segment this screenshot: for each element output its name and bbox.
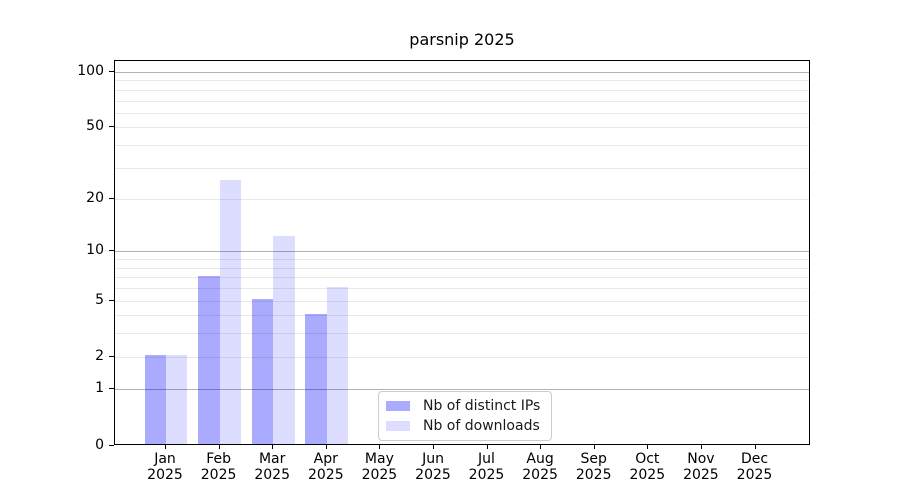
x-tick-label-dec: Dec 2025 bbox=[736, 451, 773, 483]
x-tick-mark-sep bbox=[593, 445, 595, 449]
gridline-minor-80 bbox=[115, 89, 809, 91]
gridline-minor-6 bbox=[115, 288, 809, 289]
gridline-minor-5 bbox=[115, 300, 809, 302]
x-tick-mark-mar bbox=[272, 445, 274, 449]
y-tick-label-100: 100 bbox=[77, 62, 104, 79]
gridline-minor-50 bbox=[115, 127, 809, 129]
x-tick-label-aug: Aug 2025 bbox=[522, 451, 558, 483]
gridline-minor-20 bbox=[115, 199, 809, 201]
bar-feb-downloads bbox=[219, 180, 241, 444]
x-tick-mark-oct bbox=[647, 445, 649, 449]
gridline-major-10 bbox=[115, 251, 809, 253]
gridline-minor-9 bbox=[115, 259, 809, 261]
gridline-minor-8 bbox=[115, 267, 809, 269]
legend: Nb of distinct IPs Nb of downloads bbox=[378, 391, 553, 441]
legend-item-downloads: Nb of downloads bbox=[386, 417, 540, 434]
x-tick-label-feb: Feb 2025 bbox=[200, 451, 237, 483]
x-tick-label-apr: Apr 2025 bbox=[307, 451, 344, 483]
gridline-major-1 bbox=[115, 389, 809, 391]
y-tick-label-20: 20 bbox=[86, 190, 104, 207]
x-tick-label-jun: Jun 2025 bbox=[415, 451, 451, 483]
y-tick-label-2: 2 bbox=[95, 347, 104, 364]
x-tick-mark-jan bbox=[165, 445, 166, 449]
y-tick-label-50: 50 bbox=[86, 118, 104, 135]
y-tick-label-0: 0 bbox=[95, 436, 104, 453]
y-tick-mark-10 bbox=[109, 250, 114, 252]
y-tick-mark-100 bbox=[109, 70, 114, 72]
x-tick-label-mar: Mar 2025 bbox=[254, 451, 290, 483]
x-tick-mark-jun bbox=[433, 445, 434, 449]
gridline-minor-3 bbox=[115, 333, 809, 335]
gridline-minor-90 bbox=[115, 80, 809, 82]
x-tick-mark-nov bbox=[700, 445, 702, 449]
y-tick-mark-50 bbox=[109, 126, 114, 128]
plot-area bbox=[114, 60, 810, 445]
x-tick-label-nov: Nov 2025 bbox=[683, 451, 719, 483]
x-tick-mark-dec bbox=[754, 445, 756, 449]
x-tick-label-jul: Jul 2025 bbox=[468, 451, 505, 483]
gridline-minor-70 bbox=[115, 100, 809, 102]
legend-label-distinct-ips: Nb of distinct IPs bbox=[423, 397, 541, 414]
y-tick-label-5: 5 bbox=[95, 291, 104, 308]
y-tick-mark-20 bbox=[109, 198, 114, 200]
bar-jan-downloads bbox=[166, 355, 188, 444]
x-tick-mark-feb bbox=[218, 445, 220, 449]
gridline-minor-2 bbox=[115, 356, 809, 358]
y-tick-mark-1 bbox=[109, 388, 114, 390]
x-tick-mark-jul bbox=[486, 445, 488, 449]
gridline-minor-40 bbox=[115, 144, 809, 146]
y-tick-label-10: 10 bbox=[86, 242, 104, 259]
legend-item-distinct-ips: Nb of distinct IPs bbox=[386, 397, 540, 414]
legend-swatch-distinct-ips-icon bbox=[386, 400, 410, 411]
y-tick-mark-2 bbox=[109, 355, 114, 357]
gridline-minor-30 bbox=[115, 167, 809, 169]
legend-swatch-downloads-icon bbox=[386, 420, 410, 431]
x-tick-label-may: May 2025 bbox=[361, 451, 398, 483]
y-tick-label-1: 1 bbox=[95, 380, 104, 397]
bar-mar-downloads bbox=[273, 236, 295, 444]
y-tick-mark-5 bbox=[109, 299, 114, 301]
x-tick-label-oct: Oct 2025 bbox=[629, 451, 666, 483]
bar-mar-distinct-ips bbox=[251, 299, 274, 444]
gridline-minor-4 bbox=[115, 315, 809, 317]
y-tick-mark-0 bbox=[109, 444, 114, 446]
legend-label-downloads: Nb of downloads bbox=[423, 417, 540, 434]
gridline-major-100 bbox=[115, 71, 809, 73]
x-tick-label-jan: Jan 2025 bbox=[147, 451, 183, 483]
chart-title: parsnip 2025 bbox=[409, 30, 515, 49]
gridline-minor-60 bbox=[115, 112, 809, 114]
gridline-minor-7 bbox=[115, 277, 809, 279]
bar-apr-downloads bbox=[326, 286, 349, 444]
x-tick-label-sep: Sep 2025 bbox=[575, 451, 612, 483]
x-tick-mark-may bbox=[379, 445, 381, 449]
x-tick-mark-aug bbox=[540, 445, 542, 449]
bar-feb-distinct-ips bbox=[198, 275, 220, 444]
x-tick-mark-apr bbox=[325, 445, 327, 449]
bar-apr-distinct-ips bbox=[305, 313, 327, 444]
bar-jan-distinct-ips bbox=[144, 355, 166, 444]
